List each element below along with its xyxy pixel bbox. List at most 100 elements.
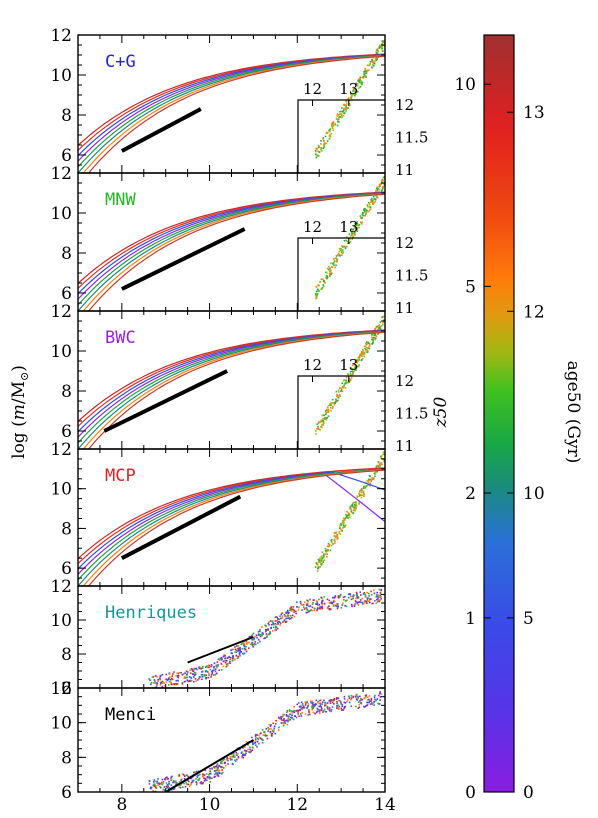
colorbar-right-tick-label: 0 [523, 783, 534, 803]
scatter-point [234, 760, 237, 763]
scatter-point [166, 776, 168, 779]
scatter-point [162, 681, 164, 684]
scatter-point [330, 273, 332, 275]
scatter-point [364, 600, 366, 602]
scatter-point [321, 701, 324, 703]
scatter-point [183, 677, 186, 679]
scatter-point [347, 512, 350, 514]
scatter-point [328, 135, 331, 137]
scatter-point [164, 790, 166, 792]
scatter-point [281, 615, 284, 618]
scatter-point [295, 612, 297, 615]
scatter-point [259, 640, 261, 643]
scatter-point [383, 176, 385, 178]
scatter-point [195, 783, 198, 786]
scatter-point [357, 696, 360, 698]
scatter-point [291, 712, 293, 714]
inset-y-tick-label: 11 [395, 437, 414, 455]
scatter-point [370, 590, 372, 593]
scatter-point [253, 637, 255, 639]
scatter-point [342, 110, 345, 112]
scatter-point [189, 669, 191, 672]
scatter-point [258, 734, 260, 737]
scatter-point [354, 503, 356, 506]
scatter-point [368, 595, 370, 597]
colorbar-left-tick-label: 10 [454, 75, 476, 95]
scatter-point [259, 737, 262, 740]
scatter-point [268, 623, 270, 626]
scatter-point [331, 125, 333, 128]
scatter-point [329, 608, 332, 610]
inset-x-tick-label: 13 [339, 356, 358, 374]
x-tick-label: 12 [286, 795, 308, 815]
scatter-point [206, 671, 209, 673]
scatter-point [245, 741, 248, 743]
scatter-point [222, 759, 224, 762]
scatter-point [283, 614, 286, 616]
scatter-point [352, 597, 354, 600]
scatter-point [177, 672, 180, 675]
scatter-point [347, 596, 350, 599]
scatter-point [378, 466, 381, 469]
scatter-point [169, 678, 172, 681]
y-tick-label: 6 [61, 783, 72, 803]
scatter-point [184, 672, 186, 674]
scatter-point [267, 628, 269, 630]
scatter-point [287, 617, 289, 619]
scatter-point [278, 726, 280, 729]
scatter-point [367, 597, 370, 600]
scatter-point [338, 387, 341, 389]
scatter-point [363, 73, 365, 75]
scatter-point [327, 404, 330, 407]
scatter-point [166, 784, 169, 786]
scatter-point [270, 724, 272, 726]
scatter-point [282, 621, 284, 623]
scatter-point [355, 506, 357, 509]
scatter-point [165, 681, 168, 683]
scatter-point [341, 530, 343, 532]
scatter-point [314, 603, 317, 605]
scatter-point [364, 214, 366, 217]
scatter-point [371, 200, 374, 203]
scatter-point [236, 758, 238, 761]
scatter-point [340, 245, 343, 247]
scatter-point [186, 673, 188, 676]
scatter-point [355, 508, 357, 510]
scatter-point [360, 697, 362, 700]
scatter-point [315, 430, 317, 432]
scatter-point [241, 642, 244, 645]
scatter-point [332, 601, 335, 603]
scatter-point [356, 359, 358, 361]
panel-frame [77, 585, 386, 689]
scatter-point [318, 289, 321, 292]
scatter-point [165, 785, 168, 788]
scatter-point [323, 596, 326, 598]
scatter-point [252, 645, 254, 648]
scatter-point [154, 792, 156, 794]
scatter-point [357, 595, 359, 598]
y-tick-label: 12 [50, 679, 72, 699]
scatter-point [320, 147, 323, 150]
scatter-point [342, 596, 345, 598]
scatter-point [341, 604, 344, 606]
scatter-point [362, 214, 364, 217]
scatter-point [285, 612, 288, 615]
scatter-point [379, 46, 382, 48]
scatter-point [343, 112, 346, 115]
scatter-point [299, 709, 301, 711]
scatter-point [208, 664, 210, 667]
scatter-point [239, 650, 242, 653]
scatter-point [274, 629, 276, 632]
scatter-point [201, 773, 204, 776]
scatter-point [349, 595, 352, 598]
scatter-point [381, 40, 383, 42]
scatter-point [272, 623, 275, 625]
scatter-point [293, 711, 296, 714]
scatter-point [219, 657, 222, 660]
scatter-point [221, 769, 223, 771]
scatter-point [353, 93, 355, 95]
scatter-point [350, 695, 353, 697]
scatter-point [287, 719, 289, 722]
scatter-point [339, 593, 342, 596]
